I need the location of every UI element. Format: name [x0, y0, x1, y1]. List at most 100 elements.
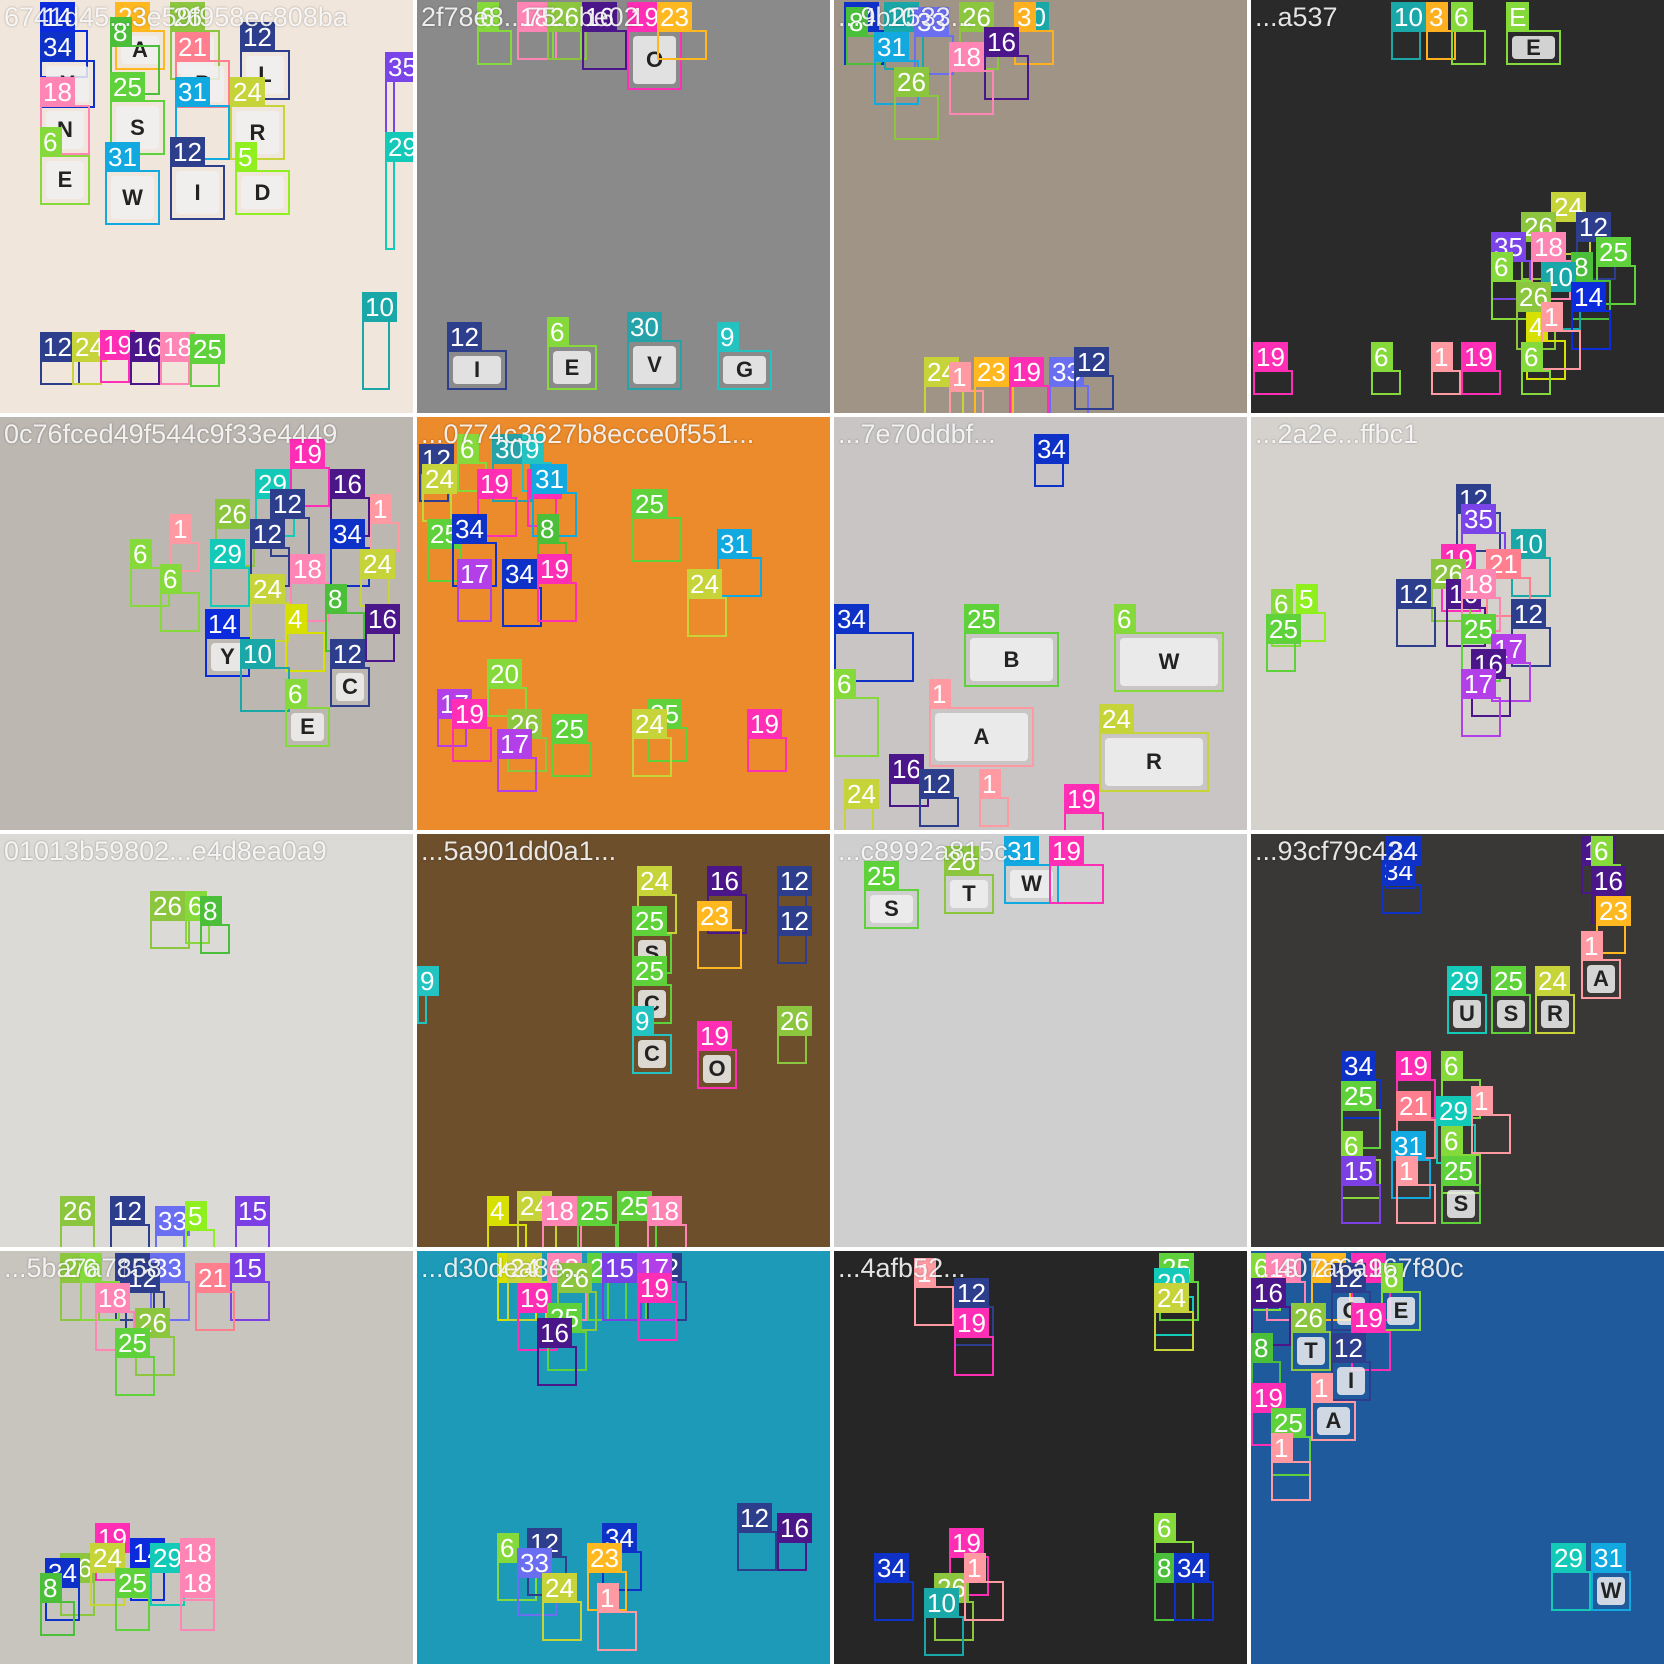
detection-box: 1 [1271, 1433, 1311, 1501]
class-label: 25 [110, 72, 145, 102]
detection-box: 15 [230, 1253, 270, 1321]
class-label: 16 [365, 604, 400, 634]
detection-box: W 31 [105, 142, 160, 225]
detection-box: 8 [846, 7, 881, 65]
class-label: 1 [1311, 1373, 1333, 1403]
class-label: 6 [1441, 1051, 1463, 1081]
die-letter: W [111, 176, 154, 219]
tile-filename: ...4afb52... [838, 1253, 966, 1283]
die-letter: T [1297, 1337, 1325, 1365]
class-label: 8 [40, 1573, 62, 1603]
class-label: 10 [1391, 2, 1426, 32]
class-label: 24 [844, 779, 879, 809]
class-label: 6 [80, 1253, 102, 1283]
class-label: 8 [1571, 252, 1593, 282]
detection-box: 25 [617, 1191, 657, 1247]
tile-image [1251, 0, 1664, 413]
class-label: 18 [949, 42, 984, 72]
die-letter: G [723, 356, 766, 384]
die-letter: C [638, 1040, 666, 1068]
class-label: 6 [1491, 252, 1513, 282]
detection-box: 12 [125, 1263, 165, 1331]
class-label: 19 [637, 1273, 672, 1303]
die-letter: I [176, 171, 219, 214]
detection-box: T 26 [944, 846, 994, 914]
detection-box: 1 [914, 1258, 954, 1326]
class-label: 19 [477, 469, 512, 499]
class-label: 16 [707, 866, 742, 896]
die-letter: O [703, 1055, 731, 1083]
detection-box: R 24 [1535, 966, 1575, 1034]
detection-box: 19 [1049, 836, 1104, 904]
detection-box: 3 [1426, 2, 1456, 60]
tile-filename: 01013b59802...e4d8ea0a9 [4, 836, 327, 866]
class-label: 12 [919, 769, 954, 799]
detection-box: S 25 [864, 861, 919, 929]
class-label: 5 [235, 142, 257, 172]
detection-box: 18 [1461, 569, 1501, 632]
class-label: 3 [1014, 2, 1036, 32]
detection-box: 16 [582, 2, 627, 70]
class-label: 6 [160, 564, 182, 594]
class-label: 34 [1341, 1051, 1376, 1081]
class-label: 35 [385, 52, 413, 82]
class-label: 34 [40, 32, 75, 62]
class-label: 10 [924, 1588, 959, 1618]
detection-box: 24 [72, 332, 107, 385]
detection-box: 18 [542, 1196, 582, 1247]
detection-box: 1 [370, 494, 400, 552]
class-label: 24 [422, 464, 457, 494]
detection-box: 19 [637, 1273, 677, 1341]
class-label: 17 [497, 729, 532, 759]
class-label: 18 [1531, 232, 1566, 262]
class-label: 25 [190, 334, 225, 364]
detection-box: 23 [697, 901, 742, 969]
class-label: 18 [542, 1196, 577, 1226]
class-label: 4 [285, 604, 307, 634]
class-label: 12 [250, 519, 285, 549]
detection-box: 18 [517, 2, 557, 60]
detection-box: 1 [979, 769, 1009, 827]
class-label: 1 [370, 494, 392, 524]
detection-box: 18 [290, 554, 330, 622]
detection-box: 15 [602, 1253, 642, 1321]
class-label: 24 [230, 77, 265, 107]
class-label: 1 [1541, 302, 1563, 332]
class-label: 25 [1441, 1156, 1476, 1186]
class-label: 1 [597, 1583, 619, 1613]
class-label: 25 [632, 906, 667, 936]
class-label: 16 [330, 469, 365, 499]
detection-box: 18 [180, 1568, 215, 1631]
class-label: 16 [1251, 1278, 1286, 1308]
detection-box: 6 [1491, 252, 1531, 320]
detection-box: 26 [894, 67, 939, 140]
detection-box: 1 [1471, 1086, 1511, 1154]
die-letter: B [970, 638, 1053, 681]
detection-box: 19 [537, 554, 577, 622]
detection-box: A 23 [115, 2, 165, 70]
detection-box: 26 [60, 1196, 95, 1247]
class-label: 29 [1551, 1543, 1586, 1573]
detection-box: 14 [40, 2, 88, 78]
class-label: 25 [1461, 614, 1496, 644]
detection-box: 6 [834, 669, 879, 757]
class-label: 31 [175, 77, 210, 107]
class-label: 1 [1581, 931, 1603, 961]
class-label: 34 [502, 559, 537, 589]
class-label: 26 [1291, 1303, 1326, 1333]
detection-box: 29 [210, 539, 250, 607]
detection-box: 10 [362, 292, 397, 390]
detection-box: 24 [637, 866, 677, 934]
class-label: 8 [325, 584, 347, 614]
detection-box: O 19 [697, 1021, 737, 1089]
class-label: 24 [507, 1253, 542, 1283]
tile-filename: ...5ba7a7858 [4, 1253, 162, 1283]
detection-box: S 25 [110, 72, 165, 155]
detection-box: 1 [964, 1553, 1004, 1621]
class-label: 23 [697, 901, 732, 931]
die-letter: C [336, 673, 364, 701]
mosaic-tile: 6741d45...3e59f958ec808ba14A23T26Y348P21… [0, 0, 413, 413]
detection-box: I 12 [447, 322, 507, 390]
